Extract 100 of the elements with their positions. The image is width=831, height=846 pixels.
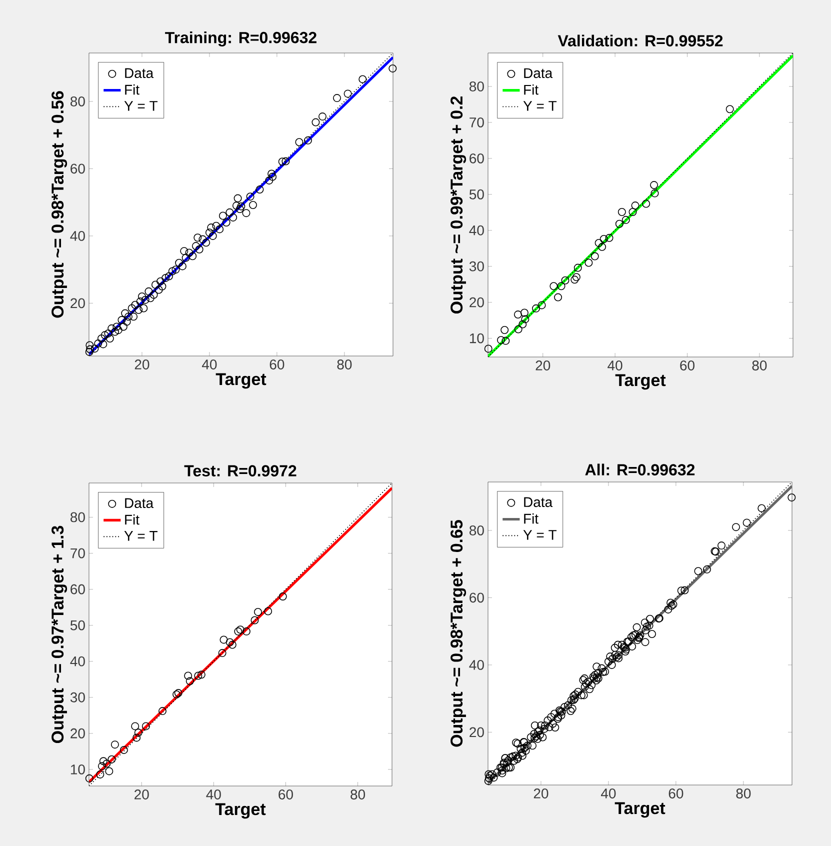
point: [278, 592, 287, 600]
x-axis-title: Target: [614, 802, 666, 818]
point: [500, 326, 509, 334]
point: [218, 649, 226, 658]
y-tick-label: 60: [470, 153, 484, 164]
chart-title: Validation: R=0.99552: [558, 34, 723, 46]
chart-title: Training: R=0.99632: [165, 31, 316, 46]
y-tick-label: 80: [70, 96, 85, 106]
x-tick-label: 40: [202, 360, 217, 370]
y-tick-label: 40: [70, 230, 85, 241]
point: [226, 638, 234, 646]
point: [600, 234, 608, 243]
point: [184, 672, 192, 680]
point: [550, 282, 558, 290]
y-axis-title: Output ~= 0.98*Target + 0.56: [52, 91, 68, 318]
point: [521, 315, 530, 324]
point: [554, 293, 562, 302]
point: [134, 728, 142, 737]
point: [594, 238, 603, 247]
point: [514, 310, 522, 319]
point: [96, 770, 104, 778]
point: [622, 216, 630, 224]
point: [497, 336, 505, 344]
point: [520, 308, 528, 317]
point: [518, 320, 527, 328]
legend-label: Data: [125, 498, 154, 508]
y-tick-label: 80: [70, 512, 85, 522]
x-tick-label: 80: [337, 360, 352, 370]
point: [142, 722, 150, 730]
y-tick-label: 80: [470, 525, 484, 536]
point: [532, 304, 540, 312]
x-tick-label: 40: [608, 360, 622, 370]
legend-label: Fit: [125, 514, 140, 525]
point: [570, 276, 579, 284]
point: [574, 264, 582, 272]
y-tick-label: 80: [470, 81, 484, 92]
y-tick-label: 20: [70, 298, 85, 308]
chart-title: All: R=0.99632: [585, 464, 695, 476]
legend-label: Y = T: [523, 530, 557, 540]
point: [502, 336, 510, 345]
point: [102, 760, 111, 768]
point: [131, 722, 140, 730]
chart-title: Test: R=0.9972: [184, 465, 296, 476]
x-tick-label: 60: [278, 790, 293, 800]
point: [132, 734, 141, 742]
point: [615, 220, 624, 228]
y-tick-label: 30: [469, 261, 484, 272]
x-tick-label: 20: [134, 790, 149, 800]
legend-label: Data: [125, 68, 154, 78]
x-tick-label: 60: [680, 360, 694, 370]
point: [605, 234, 614, 242]
point: [618, 208, 626, 216]
x-tick-label: 60: [668, 788, 684, 798]
x-axis-title: Target: [615, 374, 666, 390]
legend-label: Data: [524, 68, 553, 78]
point: [642, 200, 650, 208]
point: [186, 677, 194, 686]
y-tick-label: 70: [70, 548, 85, 558]
point: [105, 767, 114, 776]
y-tick-label: 60: [470, 592, 484, 603]
x-tick-label: 80: [736, 788, 751, 798]
point: [514, 325, 522, 334]
y-tick-label: 20: [470, 297, 484, 308]
point: [561, 276, 570, 284]
point: [264, 607, 272, 616]
legend-label: Y = T: [523, 101, 557, 111]
point: [108, 755, 116, 764]
x-axis-title: Target: [215, 803, 266, 819]
y-axis-title: Output ~= 0.97*Target + 1.3: [52, 526, 68, 744]
point: [726, 105, 734, 114]
x-axis-title: Target: [216, 373, 266, 389]
y-tick-label: 50: [469, 189, 484, 200]
y-axis-title: Output ~= 0.98*Target + 0.65: [450, 520, 466, 747]
point: [228, 640, 236, 649]
legend-label: Y = T: [124, 101, 158, 111]
y-tick-label: 10: [70, 764, 85, 774]
point: [254, 608, 262, 616]
point: [194, 672, 202, 680]
y-tick-label: 40: [70, 656, 85, 666]
point: [220, 636, 228, 644]
point: [538, 301, 546, 310]
point: [584, 258, 593, 267]
point: [484, 344, 492, 353]
point: [598, 242, 606, 251]
point: [99, 757, 108, 766]
y-axis-title: Output ~= 0.99*Target + 0.2: [450, 96, 466, 314]
y-tick-label: 20: [70, 728, 85, 738]
y-tick-label: 10: [470, 333, 484, 344]
x-tick-label: 20: [134, 360, 150, 370]
point: [590, 252, 599, 260]
point: [236, 626, 244, 634]
y-tick-label: 70: [470, 117, 484, 128]
x-tick-label: 20: [536, 360, 550, 370]
point: [234, 627, 242, 636]
point: [628, 208, 637, 216]
y-tick-label: 60: [70, 164, 85, 174]
x-tick-label: 80: [350, 790, 366, 800]
y-tick-label: 40: [469, 660, 484, 670]
y-tick-label: 20: [470, 727, 484, 738]
point: [242, 627, 250, 636]
